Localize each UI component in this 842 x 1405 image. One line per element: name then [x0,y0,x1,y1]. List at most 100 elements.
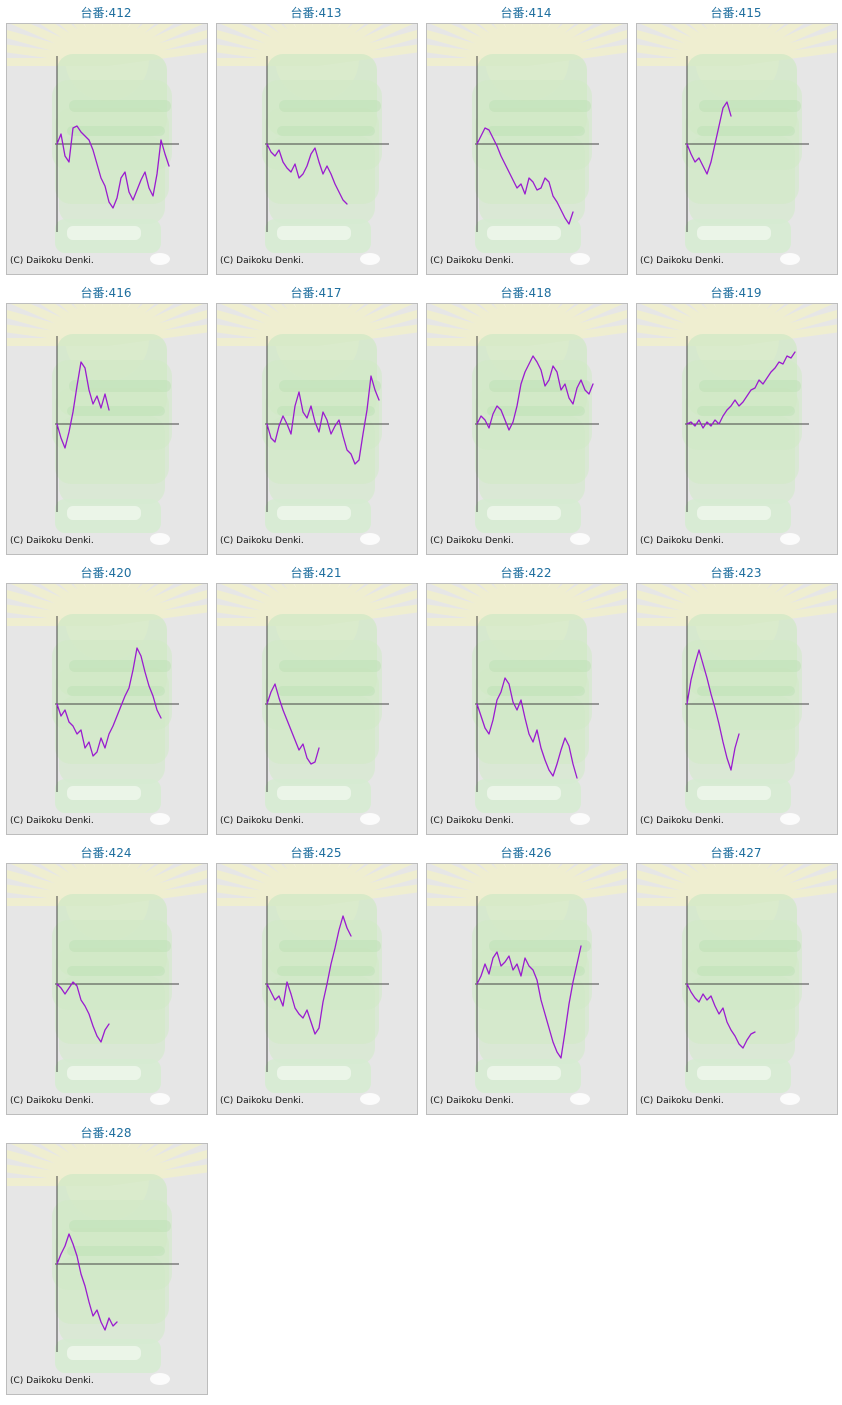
graph-line [56,981,110,1043]
background-art [7,1144,207,1385]
background-art [637,864,837,1105]
copyright-text: (C) Daikoku Denki. [10,816,94,826]
slump-graph [427,864,627,1105]
machine-panel: 台番:424 (C) Daikoku Denki. [3,840,209,1118]
graph-line [56,1233,118,1331]
slump-graph-card[interactable]: (C) Daikoku Denki. [636,23,838,275]
machine-panel: 台番:427 (C) Daikoku Denki. [633,840,839,1118]
graph-line [56,647,162,757]
graph-line [476,355,594,431]
machine-title-link[interactable]: 台番:417 [290,286,342,300]
slump-graph-card[interactable]: (C) Daikoku Denki. [6,1143,208,1395]
copyright-text: (C) Daikoku Denki. [10,256,94,266]
copyright-text: (C) Daikoku Denki. [10,1376,94,1386]
slump-graph-card[interactable]: (C) Daikoku Denki. [216,23,418,275]
machine-panel: 台番:422 (C) Daikoku Denki. [423,560,629,838]
machine-panel: 台番:421 (C) Daikoku Denki. [213,560,419,838]
slump-graph-card[interactable]: (C) Daikoku Denki. [216,583,418,835]
copyright-text: (C) Daikoku Denki. [220,816,304,826]
background-art [7,584,207,825]
slump-graph-card[interactable]: (C) Daikoku Denki. [216,303,418,555]
machine-title-link[interactable]: 台番:419 [710,286,762,300]
machine-panel: 台番:425 (C) Daikoku Denki. [213,840,419,1118]
machine-title-link[interactable]: 台番:416 [80,286,132,300]
graph-line [266,683,320,765]
machine-panel: 台番:419 (C) Daikoku Denki. [633,280,839,558]
slump-graph [637,864,837,1105]
machine-panel: 台番:415 (C) Daikoku Denki. [633,0,839,278]
slump-graph-card[interactable]: (C) Daikoku Denki. [426,583,628,835]
slump-graph-card[interactable]: (C) Daikoku Denki. [636,303,838,555]
background-art [427,864,627,1105]
machine-title-link[interactable]: 台番:420 [80,566,132,580]
machine-title-link[interactable]: 台番:425 [290,846,342,860]
background-art [637,584,837,825]
copyright-text: (C) Daikoku Denki. [10,1096,94,1106]
machine-panel: 台番:423 (C) Daikoku Denki. [633,560,839,838]
machine-title-link[interactable]: 台番:423 [710,566,762,580]
slump-graph [637,304,837,545]
graph-line [266,143,348,205]
machine-title-link[interactable]: 台番:412 [80,6,132,20]
graph-line [686,101,732,175]
copyright-text: (C) Daikoku Denki. [640,256,724,266]
copyright-text: (C) Daikoku Denki. [220,1096,304,1106]
machine-title-link[interactable]: 台番:415 [710,6,762,20]
slump-graph-card[interactable]: (C) Daikoku Denki. [6,23,208,275]
machine-title-link[interactable]: 台番:421 [290,566,342,580]
machine-title-link[interactable]: 台番:427 [710,846,762,860]
slump-graph [427,24,627,265]
machine-panel: 台番:412 (C) Daikoku Denki. [3,0,209,278]
copyright-text: (C) Daikoku Denki. [640,536,724,546]
slump-graph [7,584,207,825]
slump-graph [7,24,207,265]
background-art [7,864,207,1105]
machine-title-link[interactable]: 台番:418 [500,286,552,300]
machine-title-link[interactable]: 台番:424 [80,846,132,860]
graph-line [476,127,574,225]
graph-line [56,361,110,449]
graph-line [686,649,740,771]
slump-graph-card[interactable]: (C) Daikoku Denki. [636,863,838,1115]
slump-graph [7,1144,207,1385]
graph-line [266,915,352,1035]
machine-title-link[interactable]: 台番:414 [500,6,552,20]
slump-graph [637,24,837,265]
machine-panel: 台番:428 (C) Daikoku Denki. [3,1120,209,1398]
slump-graph-card[interactable]: (C) Daikoku Denki. [6,863,208,1115]
machine-title-link[interactable]: 台番:426 [500,846,552,860]
graph-line [476,945,582,1059]
slump-graph [7,864,207,1105]
slump-graph-card[interactable]: (C) Daikoku Denki. [216,863,418,1115]
slump-graph [217,24,417,265]
machine-panel: 台番:420 (C) Daikoku Denki. [3,560,209,838]
background-art [637,304,837,545]
slump-graph-card[interactable]: (C) Daikoku Denki. [6,303,208,555]
copyright-text: (C) Daikoku Denki. [640,816,724,826]
slump-graph-card[interactable]: (C) Daikoku Denki. [6,583,208,835]
graph-line [476,677,578,779]
background-art [427,24,627,265]
copyright-text: (C) Daikoku Denki. [220,536,304,546]
copyright-text: (C) Daikoku Denki. [430,256,514,266]
machine-panel: 台番:426 (C) Daikoku Denki. [423,840,629,1118]
graph-line [686,983,756,1049]
machine-title-link[interactable]: 台番:413 [290,6,342,20]
machine-title-link[interactable]: 台番:422 [500,566,552,580]
slump-graph [217,864,417,1105]
slump-graph-card[interactable]: (C) Daikoku Denki. [426,303,628,555]
background-art [637,24,837,265]
machine-title-link[interactable]: 台番:428 [80,1126,132,1140]
slump-graph-card[interactable]: (C) Daikoku Denki. [426,863,628,1115]
slump-graph-card[interactable]: (C) Daikoku Denki. [426,23,628,275]
machine-panel: 台番:416 (C) Daikoku Denki. [3,280,209,558]
background-art [217,864,417,1105]
machine-panel: 台番:418 (C) Daikoku Denki. [423,280,629,558]
slump-graph [217,304,417,545]
copyright-text: (C) Daikoku Denki. [220,256,304,266]
slump-graph-card[interactable]: (C) Daikoku Denki. [636,583,838,835]
graph-line [686,351,796,429]
machine-panel: 台番:413 (C) Daikoku Denki. [213,0,419,278]
slump-graph [427,304,627,545]
machine-panel: 台番:414 (C) Daikoku Denki. [423,0,629,278]
